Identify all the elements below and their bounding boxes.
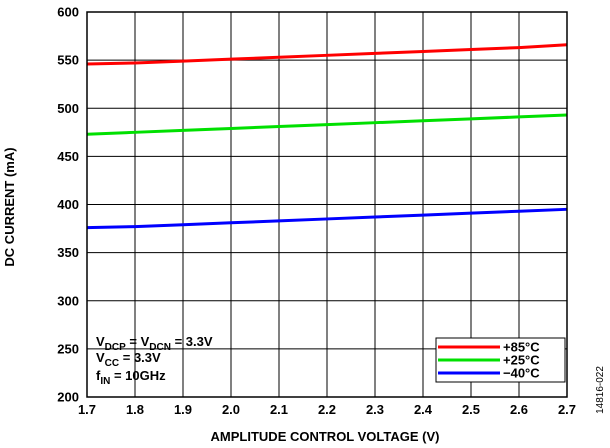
figure-id: 14816-022 [595, 366, 606, 414]
x-tick-label: 1.7 [78, 402, 96, 417]
plot-area [86, 11, 568, 398]
y-tick-label: 350 [57, 245, 79, 260]
x-tick-label: 1.9 [174, 402, 192, 417]
annotation-line: VCC = 3.3V [96, 350, 161, 369]
y-tick-label: 400 [57, 197, 79, 212]
x-tick-label: 2.7 [558, 402, 576, 417]
x-tick-labels: 1.7 1.8 1.9 2.0 2.1 2.2 2.3 2.4 2.5 2.6 2.7 [78, 402, 576, 417]
y-tick-label: 200 [57, 390, 79, 405]
y-tick-label: 450 [57, 149, 79, 164]
legend: +85°C+25°C−40°C [435, 337, 566, 383]
y-tick-label: 500 [57, 101, 79, 116]
y-tick-label: 550 [57, 53, 79, 68]
x-tick-label: 2.1 [270, 402, 288, 417]
y-tick-label: 300 [57, 293, 79, 308]
x-axis-title: AMPLITUDE CONTROL VOLTAGE (V) [211, 429, 440, 444]
series-line [86, 43, 568, 66]
x-tick-label: 2.4 [414, 402, 433, 417]
x-tick-label: 2.6 [510, 402, 528, 417]
x-tick-label: 1.8 [126, 402, 144, 417]
annotation-line: VDCP = VDCN = 3.3V [96, 334, 213, 353]
x-tick-label: 2.5 [462, 402, 480, 417]
legend-label: +85°C [503, 340, 540, 355]
series-line [86, 207, 568, 230]
y-axis-title: DC CURRENT (mA) [2, 147, 17, 266]
y-tick-labels: 200 250 300 350 400 450 500 550 600 [57, 5, 79, 405]
series-layer [86, 43, 568, 230]
x-tick-label: 2.0 [222, 402, 240, 417]
legend-label: −40°C [503, 366, 540, 381]
series-line [86, 113, 568, 136]
x-tick-label: 2.2 [318, 402, 336, 417]
legend-label: +25°C [503, 353, 540, 368]
x-tick-label: 2.3 [366, 402, 384, 417]
conditions-annotation: VDCP = VDCN = 3.3V VCC = 3.3V fIN = 10GH… [96, 334, 213, 387]
y-tick-label: 250 [57, 341, 79, 356]
annotation-line: fIN = 10GHz [96, 368, 166, 387]
y-tick-label: 600 [57, 5, 79, 20]
